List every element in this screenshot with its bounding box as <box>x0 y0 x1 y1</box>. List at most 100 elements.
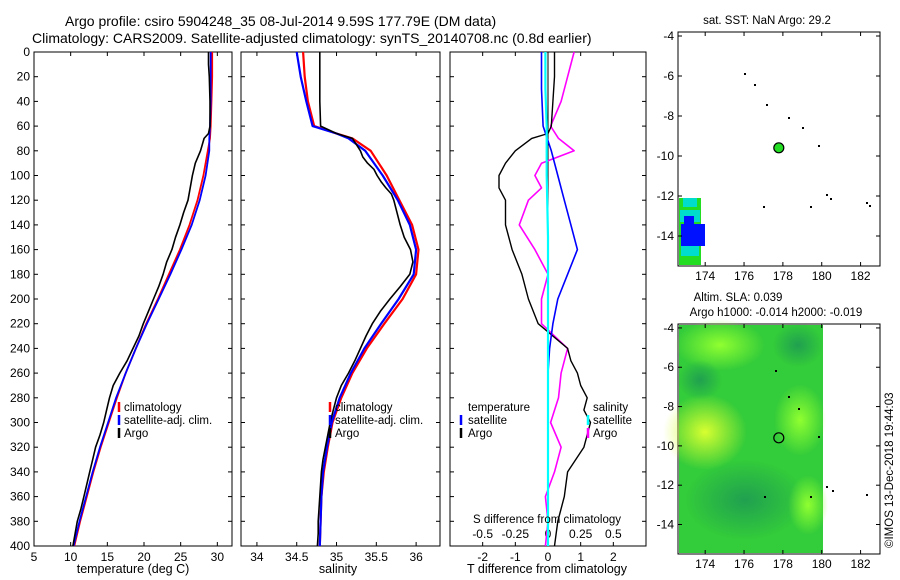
series-line-s-argo <box>518 51 575 547</box>
x-tick-label: -1 <box>510 550 521 564</box>
footer-copyright: ©IMOS 13-Dec-2018 19:44:03 <box>884 392 896 548</box>
map-x-tick-label: 180 <box>812 557 832 571</box>
map-y-tick-label: -8 <box>663 109 674 123</box>
legend-title-salinity: salinity <box>593 402 628 414</box>
temperature-legend: climatology satellite-adj. clim. Argo <box>117 402 212 440</box>
difference-panel: -2 -1 0 1 2 -0.5 -0.25 0 0.25 0.5 temperature sa… <box>449 51 647 576</box>
sla-map-field <box>663 319 828 553</box>
sst-map-data-pixels <box>679 198 705 265</box>
s-tick-label: 0.25 <box>569 527 593 541</box>
legend-title-temperature: temperature <box>468 402 530 414</box>
sla-map-title: Altim. SLA: 0.039 <box>694 292 783 304</box>
map-x-tick-label: 182 <box>851 557 871 571</box>
depth-tick-label: 120 <box>10 193 30 207</box>
legend-label-argo: Argo <box>335 428 359 440</box>
depth-tick-label: 380 <box>10 514 30 528</box>
series-line-argo <box>72 52 211 547</box>
map-y-tick-label: -6 <box>663 69 674 83</box>
s-tick-label: 0.5 <box>605 527 622 541</box>
salinity-series <box>295 51 420 547</box>
map-y-tick-label: -14 <box>657 229 675 243</box>
legend-label-s-satellite: satellite <box>593 415 632 427</box>
x-tick-label: 1 <box>577 550 584 564</box>
legend-label-satellite: satellite-adj. clim. <box>335 415 423 427</box>
depth-tick-label: 360 <box>10 490 30 504</box>
series-line-argo <box>316 52 414 547</box>
sla-map-subtitle: Argo h1000: -0.014 h2000: -0.019 <box>690 307 863 319</box>
map-x-tick-label: 178 <box>773 269 793 283</box>
argo-position-marker <box>773 142 785 154</box>
x-tick-label: 5 <box>31 550 38 564</box>
salinity-panel: 34 34.5 35 35.5 36 climatology satellite-adj… <box>240 51 441 576</box>
depth-tick-label: 260 <box>10 366 30 380</box>
sst-map-island-dots <box>744 73 871 208</box>
depth-tick-label: 280 <box>10 391 30 405</box>
depth-tick-label: 320 <box>10 440 30 454</box>
depth-axis: 0 20 40 60 80 100 120 140 160 180 200 220 240 260 280 3… <box>10 45 232 553</box>
salinity-x-label: salinity <box>319 562 358 576</box>
map-y-tick-label: -12 <box>657 478 675 492</box>
depth-tick-label: 340 <box>10 465 30 479</box>
map-y-tick-label: -4 <box>663 321 674 335</box>
depth-tick-label: 180 <box>10 267 30 281</box>
argo-position-marker <box>773 432 785 444</box>
sla-map-panel: Altim. SLA: 0.039 Argo h1000: -0.014 h20… <box>657 292 881 571</box>
map-y-tick-label: -12 <box>657 189 675 203</box>
x-tick-label: 34.5 <box>285 550 309 564</box>
depth-tick-label: 160 <box>10 243 30 257</box>
temperature-series <box>72 52 214 547</box>
salinity-axes-frame <box>240 51 441 547</box>
map-x-tick-label: 174 <box>695 557 715 571</box>
map-y-tick-label: -14 <box>657 518 675 532</box>
depth-tick-label: 300 <box>10 416 30 430</box>
sla-map-ticks: 174 176 178 180 182 -4 -6 -8 -10 -12 -14 <box>657 321 880 571</box>
x-tick-label: -2 <box>477 550 488 564</box>
depth-tick-label: 80 <box>17 144 31 158</box>
map-x-tick-label: 176 <box>734 557 754 571</box>
depth-tick-label: 140 <box>10 218 30 232</box>
depth-tick-label: 200 <box>10 292 30 306</box>
x-tick-label: 30 <box>211 550 225 564</box>
s-difference-label: S difference from climatology <box>473 514 621 526</box>
s-tick-label: -0.5 <box>472 527 493 541</box>
temperature-x-label: temperature (deg C) <box>77 562 190 576</box>
temperature-panel: 0 20 40 60 80 100 120 140 160 180 200 220 240 260 280 3… <box>10 45 233 576</box>
x-tick-label: 36 <box>409 550 423 564</box>
map-x-tick-label: 174 <box>695 269 715 283</box>
series-line-satellite-adj-clim- <box>72 52 212 547</box>
legend-label-argo: Argo <box>124 428 148 440</box>
temperature-x-ticks: 5 10 15 20 25 30 <box>31 52 225 564</box>
depth-tick-label: 0 <box>23 45 30 59</box>
x-tick-label: 20 <box>137 550 151 564</box>
map-x-tick-label: 182 <box>851 269 871 283</box>
difference-x-ticks: -2 -1 0 1 2 <box>477 52 617 564</box>
legend-label-t-satellite: satellite <box>468 415 507 427</box>
x-tick-label: 0 <box>545 550 552 564</box>
depth-tick-label: 240 <box>10 341 30 355</box>
map-x-tick-label: 176 <box>734 269 754 283</box>
s-tick-label: -0.25 <box>502 527 530 541</box>
depth-tick-label: 20 <box>17 70 31 84</box>
depth-tick-label: 100 <box>10 169 30 183</box>
depth-tick-label: 400 <box>10 539 30 553</box>
title-line-2: Climatology: CARS2009. Satellite-adjuste… <box>32 30 592 46</box>
depth-tick-label: 40 <box>17 94 31 108</box>
map-x-tick-label: 180 <box>812 269 832 283</box>
legend-label-climatology: climatology <box>335 402 393 414</box>
sla-map-island-dots <box>764 370 868 498</box>
legend-label-satellite: satellite-adj. clim. <box>124 415 212 427</box>
x-tick-label: 35.5 <box>365 550 389 564</box>
map-y-tick-label: -8 <box>663 400 674 414</box>
sst-map-ticks: 174 176 178 180 182 -4 -6 -8 -10 -12 -14 <box>657 29 880 283</box>
map-y-tick-label: -6 <box>663 360 674 374</box>
t-difference-label: T difference from climatology <box>467 562 628 576</box>
sla-argo-marker <box>773 432 785 444</box>
series-line-s-satellite <box>544 52 550 546</box>
legend-label-t-argo: Argo <box>468 428 492 440</box>
map-y-tick-label: -4 <box>663 29 674 43</box>
salinity-y-ticks <box>241 51 440 547</box>
x-tick-label: 10 <box>64 550 78 564</box>
sst-map-panel: sat. SST: NaN Argo: 29.2 174 176 178 180 182… <box>657 15 881 283</box>
salinity-legend: climatology satellite-adj. clim. Argo <box>328 402 423 440</box>
